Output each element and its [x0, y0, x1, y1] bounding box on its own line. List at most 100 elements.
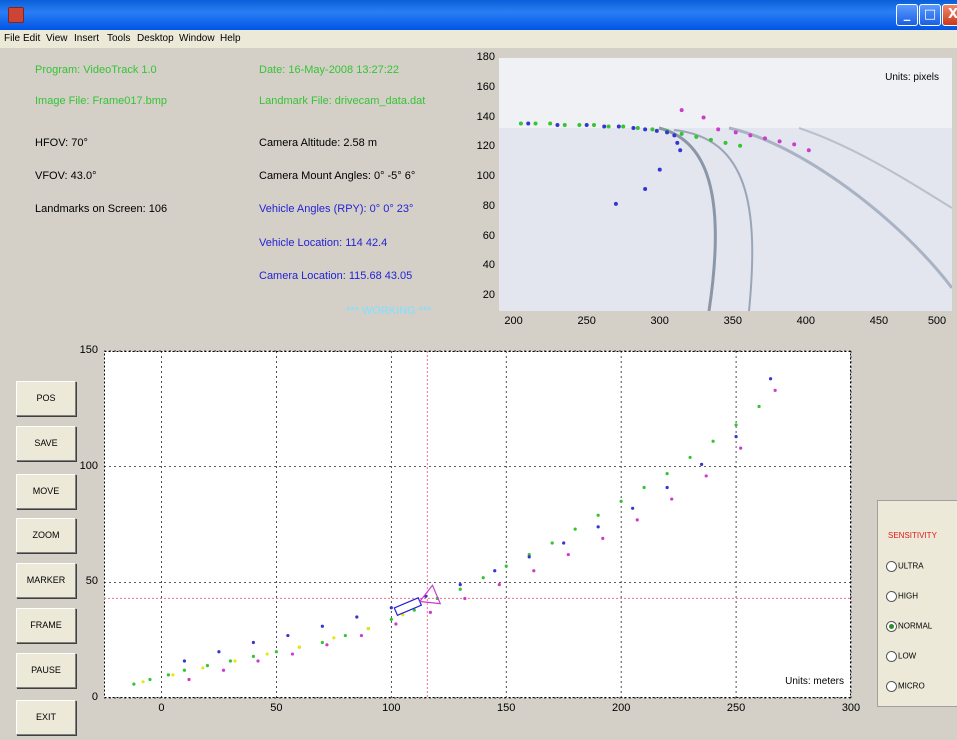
radio-label: NORMAL [898, 621, 933, 631]
landmark-point [665, 130, 670, 135]
x-tick-label: 400 [796, 315, 816, 327]
y-tick-label: 180 [476, 51, 495, 63]
sensitivity-high-option[interactable]: HIGH [886, 591, 918, 602]
menu-window[interactable]: Window [179, 33, 215, 44]
landmark-point [412, 608, 416, 612]
frame-button[interactable]: FRAME [16, 608, 76, 643]
plot-frame [104, 351, 851, 698]
radio-button[interactable] [886, 651, 897, 662]
exit-button[interactable]: EXIT [16, 700, 76, 735]
radio-button[interactable] [886, 681, 897, 692]
landmark-point [642, 485, 646, 490]
save-button[interactable]: SAVE [16, 426, 76, 461]
date-text: Date: 16-May-2008 13:27:22 [259, 64, 400, 76]
landmark-point [675, 140, 680, 145]
y-tick-label: 140 [476, 110, 495, 123]
y-tick-label: 150 [79, 344, 98, 356]
sensitivity-low-option[interactable]: LOW [886, 651, 916, 662]
menu-help[interactable]: Help [220, 33, 241, 44]
landmark-point [619, 499, 623, 503]
sensitivity-micro-option[interactable]: MICRO [886, 681, 925, 692]
landmark-point [532, 569, 536, 573]
landmark-point [182, 659, 187, 663]
landmark-point [182, 668, 187, 672]
landmarks-count-text: Landmarks on Screen: 106 [35, 203, 168, 215]
vehicle-angles-text: Vehicle Angles (RPY): 0° 0° 23° [259, 203, 414, 215]
menu-tools[interactable]: Tools [107, 33, 131, 44]
map-plot[interactable]: Units: meters [104, 350, 852, 699]
pause-button[interactable]: PAUSE [16, 653, 76, 688]
menu-desktop[interactable]: Desktop [137, 33, 174, 44]
landmark-point [458, 583, 462, 587]
y-tick-label: 100 [79, 459, 98, 472]
landmark-point [265, 652, 269, 656]
menu-insert[interactable]: Insert [74, 33, 100, 44]
move-button[interactable]: MOVE [16, 474, 76, 509]
x-tick-label: 300 [841, 702, 861, 714]
radio-label: LOW [898, 651, 917, 661]
menu-view[interactable]: View [46, 33, 68, 44]
radio-button[interactable] [886, 591, 897, 602]
y-tick-label: 160 [476, 80, 495, 93]
landmark-point [566, 552, 570, 557]
landmark-point [792, 142, 797, 147]
minimize-button[interactable]: _ [896, 4, 918, 26]
landmark-point [359, 633, 364, 638]
landmark-point [654, 128, 659, 133]
camera-altitude-text: Camera Altitude: 2.58 m [259, 137, 378, 149]
x-tick-label: 200 [611, 702, 631, 714]
landmark-point [757, 404, 761, 409]
radio-button[interactable] [886, 561, 897, 572]
menu-bar: File Edit View Insert Tools Desktop Wind… [0, 30, 957, 48]
zoom-button[interactable]: ZOOM [16, 518, 76, 553]
menu-edit[interactable]: Edit [23, 33, 41, 44]
landmark-point [518, 121, 523, 126]
radio-label: ULTRA [898, 561, 924, 571]
landmark-point [527, 555, 531, 559]
sensitivity-ultra-option[interactable]: ULTRA [886, 561, 924, 572]
menu-file[interactable]: File [4, 33, 21, 44]
landmark-point [635, 518, 639, 522]
landmark-point [631, 506, 635, 510]
landmark-point [716, 127, 721, 132]
landmark-point [591, 122, 596, 127]
landmark-point [205, 664, 210, 668]
units-label: Units: meters [785, 676, 844, 687]
landmark-point [748, 133, 753, 138]
sensitivity-normal-option[interactable]: NORMAL [886, 621, 932, 632]
landmark-point [286, 633, 290, 638]
landmark-file-text: Landmark File: drivecam_data.dat [259, 95, 426, 107]
landmark-point [297, 645, 301, 649]
hfov-text: HFOV: 70° [35, 137, 88, 149]
close-button[interactable]: X [942, 4, 957, 26]
y-tick-label: 100 [476, 170, 495, 183]
units-label: Units: pixels [885, 72, 939, 83]
landmark-point [171, 673, 175, 677]
landmark-point [711, 439, 715, 443]
sky-area [499, 58, 952, 128]
y-tick-label: 80 [482, 199, 495, 212]
radio-button[interactable] [886, 621, 897, 632]
landmark-point [704, 474, 708, 478]
landmark-point [708, 137, 713, 142]
landmark-point [573, 527, 577, 531]
camera-mount-angles-text: Camera Mount Angles: 0° -5° 6° [259, 170, 416, 182]
landmark-point [679, 131, 684, 136]
maximize-button[interactable]: □ [919, 4, 941, 26]
landmark-point [602, 124, 607, 129]
x-tick-label: 150 [497, 702, 516, 714]
vfov-text: VFOV: 43.0° [35, 170, 97, 182]
x-tick-label: 100 [382, 702, 401, 714]
landmark-point [355, 615, 359, 619]
radio-label: HIGH [898, 591, 918, 601]
marker-button[interactable]: MARKER [16, 563, 76, 598]
landmark-point [701, 115, 706, 120]
landmark-point [665, 472, 669, 476]
y-tick-label: 60 [482, 229, 495, 242]
landmark-point [657, 167, 662, 172]
landmark-point [768, 377, 773, 381]
landmark-point [739, 446, 743, 450]
y-tick-label: 40 [482, 259, 495, 272]
video-scene: Units: pixels [499, 58, 952, 311]
pos-button[interactable]: POS [16, 381, 76, 416]
